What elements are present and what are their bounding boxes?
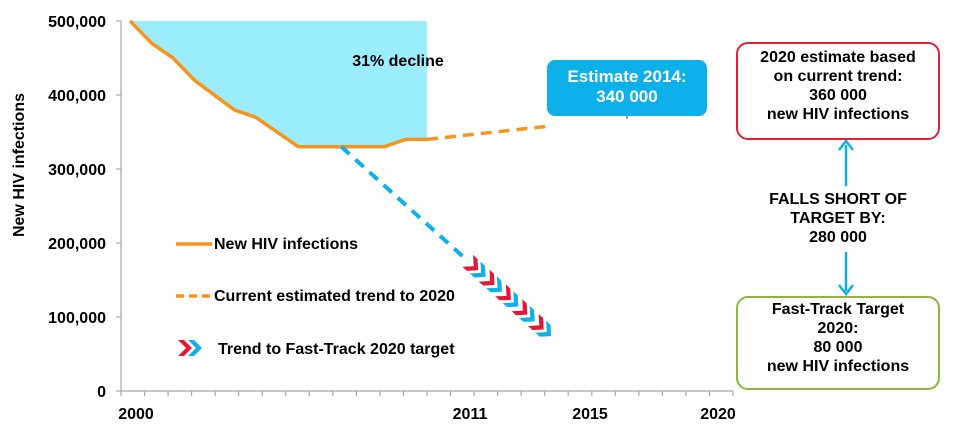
target-2020-line-3: 80 000 [813,339,863,356]
legend-label: Trend to Fast-Track 2020 target [218,341,455,358]
chevron-blue-icon [469,261,486,278]
chevron-pair [511,299,535,322]
decline-shaded-region [130,21,427,147]
estimate-2020-line-3: 360 000 [809,87,867,104]
chevron-blue-icon [486,276,502,293]
chevron-blue-icon [518,306,535,322]
gap-annotation: FALLS SHORT OF TARGET BY: 280 000 [736,190,940,247]
legend-chevrons-icon [178,340,202,356]
series-current-trend [426,124,550,142]
chevron-red-icon [527,314,544,331]
gap-line-1: FALLS SHORT OF [769,191,907,208]
gap-line-2: TARGET BY: [790,210,886,227]
target-2020-line-1: Fast-Track Target [771,301,905,318]
decline-annotation: 31% decline [352,53,444,70]
x-tick-label: 2000 [118,406,154,423]
y-axis-title: New HIV infections [11,93,28,237]
chevron-pair [478,269,502,293]
chevron-blue-icon [188,340,202,356]
legend-label: Current estimated trend to 2020 [214,288,455,305]
y-tick-label: 200,000 [48,236,106,253]
arrow-up-icon [838,138,854,151]
series-fast-track-trend [339,145,470,263]
legend-label: New HIV infections [214,236,358,253]
chevron-blue-icon [502,291,519,308]
chevron-blue-icon [535,320,552,337]
estimate-2014-line-2: 340 000 [596,87,658,106]
estimate-2014-callout: Estimate 2014: 340 000 [547,60,707,116]
chevron-red-icon [462,254,479,271]
target-2020-line-2: 2020: [817,320,859,337]
x-tick-label: 2015 [572,406,608,423]
chevron-pair [462,254,486,278]
target-2020-line-4: new HIV infections [766,358,910,375]
chevron-pair [527,314,552,337]
y-tick-label: 400,000 [48,88,106,105]
y-tick-label: 500,000 [48,14,106,31]
gap-line-3: 280 000 [809,229,867,246]
y-tick-label: 300,000 [48,162,106,179]
x-tick-label: 2011 [453,406,488,423]
chevron-red-icon [478,269,495,286]
estimate-2020-box: 2020 estimate based on current trend: 36… [736,42,940,140]
target-2020-box: Fast-Track Target 2020: 80 000 new HIV i… [736,296,940,390]
chevron-red-icon [495,284,511,301]
y-tick-label: 0 [97,384,106,401]
estimate-2014-line-1: Estimate 2014: [567,67,687,86]
series-new-hiv-infections [128,19,427,149]
chevron-red-icon [178,340,192,356]
estimate-2020-line-2: on current trend: [773,68,903,85]
chevron-red-icon [511,299,528,316]
estimate-2020-line-1: 2020 estimate based [760,49,916,66]
chevron-pair [495,284,519,308]
x-tick-label: 2020 [700,406,736,423]
y-tick-label: 100,000 [48,310,106,327]
arrow-down-icon [838,284,854,297]
estimate-2020-line-4: new HIV infections [766,106,910,123]
